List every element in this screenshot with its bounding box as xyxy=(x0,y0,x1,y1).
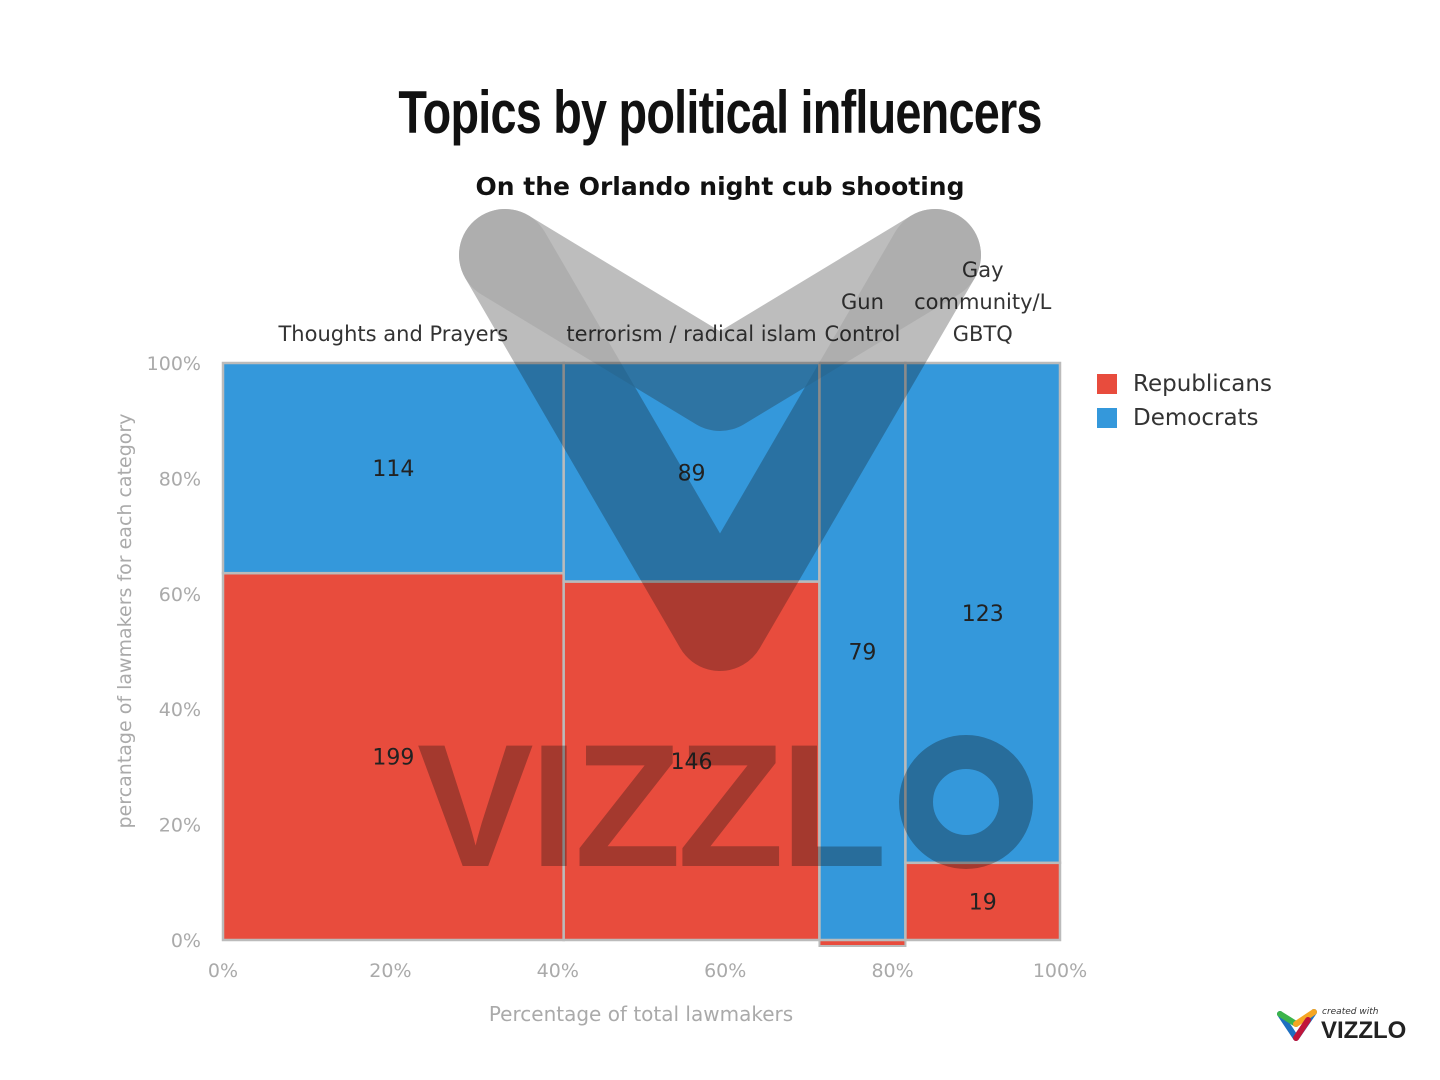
y-axis-label: percantage of lawmakers for each categor… xyxy=(114,414,136,829)
category-label: Gun xyxy=(841,290,884,314)
svg-text:created with: created with xyxy=(1322,1007,1379,1017)
legend-item-democrats: Democrats xyxy=(1097,401,1272,435)
y-tick-label: 100% xyxy=(147,353,201,375)
bar-segment-republicans xyxy=(904,861,1062,942)
y-tick-label: 20% xyxy=(159,815,201,837)
category-label: terrorism / radical islam xyxy=(566,322,816,346)
chart-subtitle: On the Orlando night cub shooting xyxy=(475,172,965,201)
legend-swatch xyxy=(1097,374,1117,394)
data-label: 123 xyxy=(962,602,1004,627)
x-tick-label: 40% xyxy=(537,960,579,982)
category-label: Thoughts and Prayers xyxy=(277,322,508,346)
y-tick-label: 40% xyxy=(159,699,201,721)
category-label: GBTQ xyxy=(953,322,1013,346)
vizzlo-watermark: VIZZL xyxy=(417,209,1033,904)
svg-text:VIZZLO: VIZZLO xyxy=(1321,1017,1406,1044)
data-label: 19 xyxy=(969,890,997,915)
data-label: 199 xyxy=(372,746,414,771)
x-axis-label: Percentage of total lawmakers xyxy=(489,1002,793,1026)
x-tick-label: 0% xyxy=(208,960,238,982)
category-label: Gay xyxy=(962,258,1004,282)
bar-segment-democrats xyxy=(904,361,1062,865)
bar-segment-democrats xyxy=(818,361,907,942)
svg-text:VIZZL: VIZZL xyxy=(417,709,883,904)
category-label: Control xyxy=(824,322,900,346)
x-tick-label: 80% xyxy=(871,960,913,982)
bar-segment-democrats xyxy=(562,361,821,583)
x-tick-label: 100% xyxy=(1033,960,1087,982)
y-tick-label: 0% xyxy=(171,930,201,952)
y-tick-label: 80% xyxy=(159,468,201,490)
legend-swatch xyxy=(1097,408,1117,428)
bar-segment-republicans xyxy=(562,580,821,942)
chart-title: Topics by political influencers xyxy=(398,79,1042,146)
x-tick-label: 20% xyxy=(369,960,411,982)
category-label: community/L xyxy=(914,290,1051,314)
data-label: 114 xyxy=(372,457,414,482)
data-label: 146 xyxy=(671,750,713,775)
legend-label: Democrats xyxy=(1133,405,1259,431)
bar-segment-republicans xyxy=(221,571,565,942)
x-tick-label: 60% xyxy=(704,960,746,982)
y-tick-label: 60% xyxy=(159,584,201,606)
legend-label: Republicans xyxy=(1133,371,1272,397)
data-label: 79 xyxy=(848,641,876,666)
legend-item-republicans: Republicans xyxy=(1097,367,1272,401)
vizzlo-logo: created with VIZZLO xyxy=(1277,1007,1406,1044)
legend: Republicans Democrats xyxy=(1097,367,1272,435)
data-label: 89 xyxy=(678,461,706,486)
